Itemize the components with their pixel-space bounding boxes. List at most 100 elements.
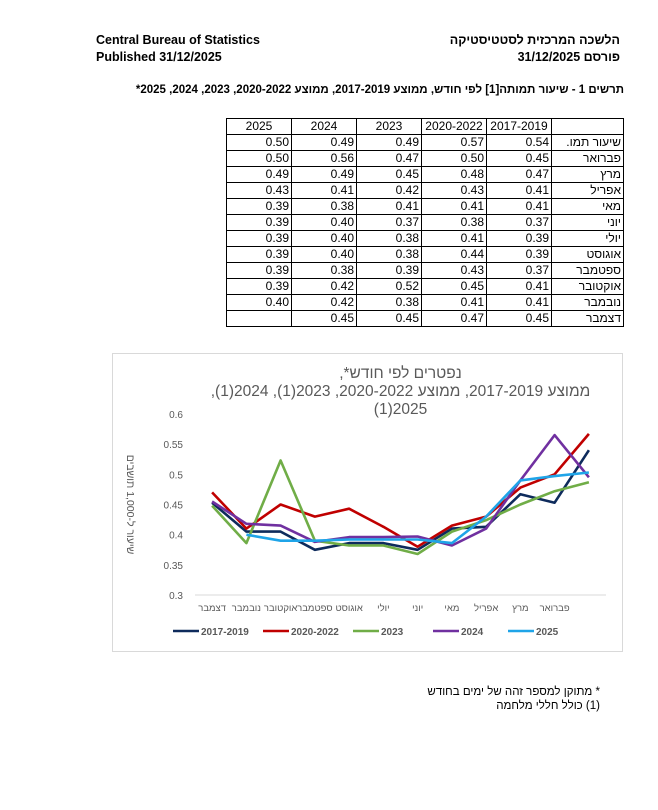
table-cell: 0.57 [421, 134, 487, 151]
table-row: 0.49 0.49 0.45 0.48 0.47 מרץ [226, 166, 624, 183]
table-row: 0.39 0.38 0.41 0.41 0.41 מאי [226, 198, 624, 215]
table-cell: 0.45 [486, 310, 552, 327]
table-cell: 0.43 [421, 182, 487, 199]
table-cell: 0.41 [486, 278, 552, 295]
table-cell: 0.52 [356, 278, 422, 295]
table-cell: 0.48 [421, 166, 487, 183]
published-date-en: Published 31/12/2025 [96, 50, 222, 64]
table-row: 0.39 0.40 0.37 0.38 0.37 יוני [226, 214, 624, 231]
table-cell: 0.54 [486, 134, 552, 151]
chart-title-line: נפטרים לפי חודש*, [339, 365, 462, 382]
table-cell: 0.41 [421, 294, 487, 311]
y-tick-label: 0.6 [169, 410, 183, 421]
table-cell: 0.41 [291, 182, 357, 199]
table-cell: 0.40 [291, 214, 357, 231]
org-name-he: הלשכה המרכזית לסטטיסטיקה [449, 33, 620, 47]
legend-label: 2025 [536, 627, 559, 638]
table-row: 0.40 0.42 0.38 0.41 0.41 נובמבר [226, 294, 624, 311]
table-row: 0.39 0.40 0.38 0.44 0.39 אוגוסט [226, 246, 624, 263]
table-cell: 0.38 [356, 246, 422, 263]
table-row: 0.50 0.56 0.47 0.50 0.45 פברואר [226, 150, 624, 167]
legend-label: 2020-2022 [291, 627, 339, 638]
table-cell: 0.41 [356, 198, 422, 215]
x-tick-label: יולי [377, 602, 389, 614]
table-cell: 0.47 [421, 310, 487, 327]
table-cell: 0.41 [421, 198, 487, 215]
column-header: 2020-2022 [421, 118, 487, 135]
table-row: 0.39 0.42 0.52 0.45 0.41 אוקטובר [226, 278, 624, 295]
row-label: מאי [551, 198, 624, 215]
table-cell: 0.50 [421, 150, 487, 167]
row-label: פברואר [551, 150, 624, 167]
table-cell: 0.39 [356, 262, 422, 279]
header-right: הלשכה המרכזית לסטטיסטיקה פורסם 31/12/202… [450, 32, 620, 66]
data-table: 2025 2024 2023 2020-2022 2017-2019 0.50 0.49 0.… [226, 118, 624, 327]
footnote-2: (1) כולל חללי מלחמה [496, 700, 600, 712]
x-tick-label: יוני [412, 603, 423, 614]
row-label: ספטמבר [551, 262, 624, 279]
row-label: אוגוסט [551, 246, 624, 263]
header-left: Central Bureau of Statistics Published 3… [96, 32, 260, 66]
table-cell: 0.41 [486, 294, 552, 311]
footnote-1: * מתוקן למספר זהה של ימים בחודש [427, 686, 600, 698]
column-header: 2024 [291, 118, 357, 135]
table-cell: 0.38 [356, 294, 422, 311]
y-tick-label: 0.55 [164, 440, 184, 451]
table-row: 0.45 0.45 0.47 0.45 דצמבר [226, 310, 624, 327]
table-cell: 0.41 [486, 198, 552, 215]
table-cell: 0.43 [421, 262, 487, 279]
row-label: יוני [551, 214, 624, 231]
table-row: 0.39 0.38 0.39 0.43 0.37 ספטמבר [226, 262, 624, 279]
x-tick-label: מאי [444, 603, 459, 614]
series-line-2025 [246, 471, 590, 545]
chart-container: נפטרים לפי חודש*, ממוצע 2017-2019, ממוצע … [112, 353, 623, 652]
column-header: 2025 [226, 118, 292, 135]
table-cell: 0.38 [291, 262, 357, 279]
table-cell: 0.39 [226, 278, 292, 295]
row-label: דצמבר [551, 310, 624, 327]
x-tick-label: נובמבר [232, 603, 261, 614]
table-cell: 0.45 [356, 310, 422, 327]
table-cell: 0.47 [486, 166, 552, 183]
table-cell: 0.39 [226, 214, 292, 231]
footnotes: * מתוקן למספר זהה של ימים בחודש (1) כולל… [427, 685, 600, 713]
table-cell: 0.45 [486, 150, 552, 167]
org-name-en: Central Bureau of Statistics [96, 33, 260, 47]
table-cell: 0.45 [421, 278, 487, 295]
table-cell: 0.39 [226, 262, 292, 279]
table-cell: 0.38 [291, 198, 357, 215]
row-label: יולי [551, 230, 624, 247]
x-tick-label: דצמבר [198, 603, 226, 614]
table-cell [226, 310, 292, 327]
line-chart: נפטרים לפי חודש*,ממוצע 2017-2019, ממוצע … [124, 365, 606, 638]
series-line-2017-2019 [211, 449, 590, 552]
y-tick-label: 0.5 [169, 470, 183, 481]
row-label: אפריל [551, 182, 624, 199]
table-cell: 0.39 [226, 230, 292, 247]
table-row: 0.39 0.40 0.38 0.41 0.39 יולי [226, 230, 624, 247]
chart-title-line: ממוצע 2017-2019, ממוצע 2020-2022, 2023(1… [211, 383, 591, 400]
table-cell: 0.39 [226, 246, 292, 263]
y-tick-label: 0.4 [169, 531, 183, 542]
series-line-2023 [211, 459, 590, 556]
y-tick-label: 0.35 [164, 561, 184, 572]
table-cell: 0.49 [291, 134, 357, 151]
x-tick-label: אוקטובר [264, 603, 297, 614]
table-cell: 0.38 [356, 230, 422, 247]
table-cell: 0.50 [226, 134, 292, 151]
row-label: אוקטובר [551, 278, 624, 295]
y-tick-label: 0.45 [164, 501, 184, 512]
column-header-empty [551, 118, 624, 135]
table-cell: 0.40 [291, 246, 357, 263]
table-cell: 0.41 [486, 182, 552, 199]
y-tick-label: 0.3 [169, 591, 183, 602]
legend-label: 2024 [461, 627, 484, 638]
row-label: שיעור תמו. [551, 134, 624, 151]
published-date-he: פורסם 31/12/2025 [517, 50, 620, 64]
table-row: 0.50 0.49 0.49 0.57 0.54 שיעור תמו. [226, 134, 624, 151]
x-tick-label: מרץ [512, 603, 528, 614]
table-cell: 0.49 [356, 134, 422, 151]
legend-label: 2017-2019 [201, 627, 249, 638]
table-cell: 0.45 [291, 310, 357, 327]
legend-label: 2023 [381, 627, 404, 638]
